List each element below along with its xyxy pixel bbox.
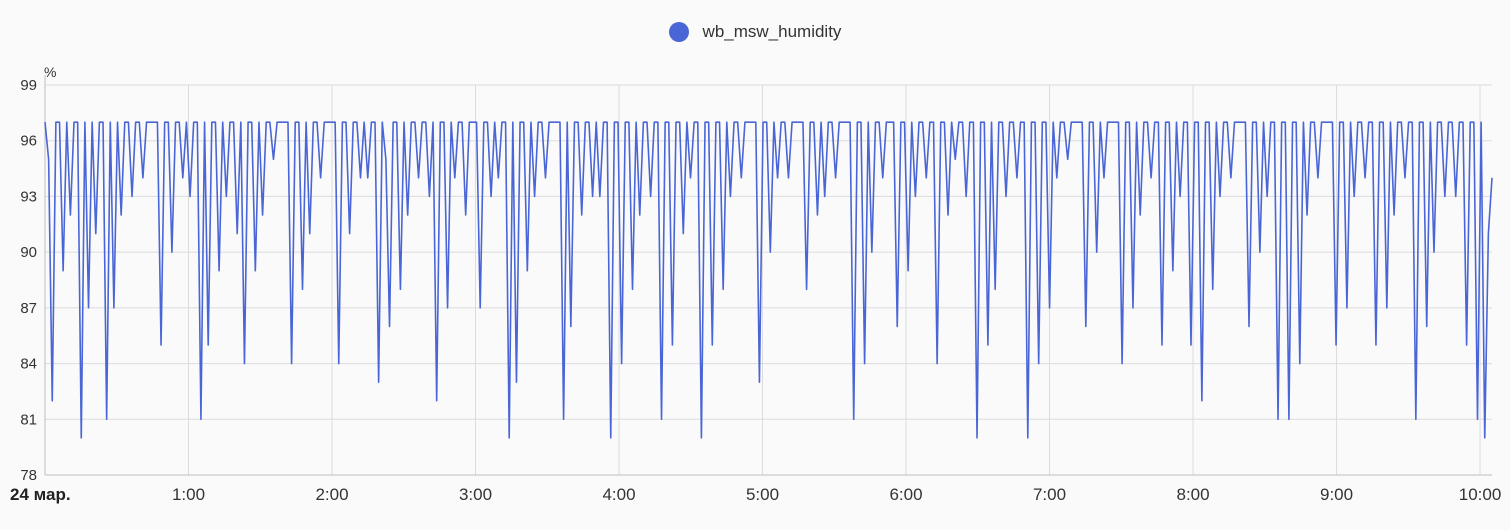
y-tick-label: 99 <box>20 77 37 94</box>
y-tick-label: 90 <box>20 244 37 261</box>
legend-label: wb_msw_humidity <box>702 22 842 41</box>
y-tick-label: 84 <box>20 356 37 373</box>
y-tick-label: 87 <box>20 300 37 317</box>
legend[interactable]: wb_msw_humidity <box>0 22 1510 42</box>
x-tick-label: 6:00 <box>889 485 922 504</box>
legend-marker <box>668 22 689 42</box>
y-tick-label: 81 <box>20 411 37 428</box>
x-tick-label: 8:00 <box>1176 485 1209 504</box>
y-tick-label: 93 <box>20 188 37 205</box>
x-tick-label: 24 мар. <box>10 485 71 504</box>
x-tick-label: 9:00 <box>1320 485 1353 504</box>
series-line-wb-msw-humidity <box>44 121 1493 439</box>
y-tick-label: 78 <box>20 467 37 484</box>
x-tick-label: 4:00 <box>602 485 635 504</box>
x-tick-label: 10:00 <box>1459 485 1502 504</box>
x-tick-label: 2:00 <box>315 485 348 504</box>
x-tick-label: 5:00 <box>746 485 779 504</box>
x-tick-label: 7:00 <box>1033 485 1066 504</box>
x-tick-label: 1:00 <box>172 485 205 504</box>
x-tick-label: 3:00 <box>459 485 492 504</box>
y-unit-label: % <box>44 64 56 80</box>
y-tick-label: 96 <box>20 133 37 150</box>
